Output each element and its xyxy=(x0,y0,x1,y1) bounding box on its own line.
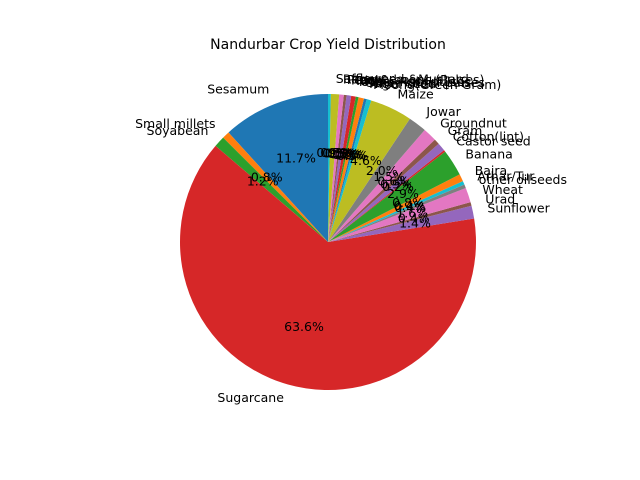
chart-title: Nandurbar Crop Yield Distribution xyxy=(210,37,446,53)
pie-slice xyxy=(179,145,476,390)
slice-percent-label: 0.5% xyxy=(325,146,357,161)
slice-percent-label: 0.9% xyxy=(380,176,412,191)
slice-percent-label: 0.3% xyxy=(335,148,367,163)
slice-percent-label: 0.4% xyxy=(398,211,430,226)
slice-percent-label: 0.9% xyxy=(316,145,348,160)
slice-percent-label: 0.5% xyxy=(327,146,359,161)
pie-slice xyxy=(328,98,367,242)
slice-percent-label: 0.5% xyxy=(320,145,352,160)
pie-slice xyxy=(215,137,328,242)
slice-percent-label: 0.4% xyxy=(394,200,426,215)
slice-percent-label: 0.3% xyxy=(330,146,362,161)
pie-slice xyxy=(223,132,328,242)
slice-percent-label: 0.8% xyxy=(392,195,424,210)
slice-label: Gram xyxy=(448,123,483,138)
pie-slice xyxy=(328,96,359,242)
pie-slices xyxy=(179,94,476,390)
slice-label: Maize xyxy=(398,86,434,101)
slice-label: Jowar xyxy=(425,104,461,119)
slice-label: Arhar/Tur xyxy=(477,168,535,183)
slice-percent-labels: 11.7%0.8%1.2%63.6%1.4%0.4%1.6%0.4%0.4%0.… xyxy=(247,145,431,334)
slice-percent-label: 1.6% xyxy=(396,205,428,220)
pie-slice xyxy=(328,118,425,242)
slice-label: Peas & beans (Pulses) xyxy=(347,72,485,87)
pie-slice xyxy=(328,99,372,243)
pie-slice xyxy=(328,139,439,242)
slice-label: Niger seed xyxy=(369,76,436,91)
slice-label: Safflower xyxy=(336,71,395,86)
pie-slice xyxy=(328,143,445,242)
slice-label: Urad xyxy=(485,192,515,207)
slice-percent-label: 1.5% xyxy=(373,169,405,184)
slice-percent-label: 0.6% xyxy=(332,147,364,162)
slice-percent-label: 1.4% xyxy=(399,216,431,231)
pie-slice xyxy=(328,94,347,242)
pie-slice xyxy=(328,188,471,242)
slice-label: Cotton(lint) xyxy=(453,129,524,144)
slice-label: Soyabean xyxy=(147,123,209,138)
slice-label: Wheat xyxy=(482,182,523,197)
slice-percent-label: 4.6% xyxy=(350,153,382,168)
slice-label: Castor seed xyxy=(456,133,530,148)
slice-percent-label: 2.0% xyxy=(366,163,398,178)
slice-percent-label: 0.2% xyxy=(382,179,414,194)
pie-slice xyxy=(328,129,435,242)
pie-slice xyxy=(328,181,465,242)
slice-label: Banana xyxy=(465,146,512,161)
slice-label: Other Rabi pulses xyxy=(360,74,471,89)
slice-label: Sunflower xyxy=(487,201,550,216)
slice-label: Ragi xyxy=(351,72,378,87)
pie-slice xyxy=(328,100,410,242)
slice-label: Moong(Green Gram) xyxy=(373,77,501,92)
pie-slice xyxy=(328,205,475,242)
slice-label: Sugarcane xyxy=(217,390,284,405)
slice-percent-label: 0.3% xyxy=(322,145,354,160)
pie-slice xyxy=(328,95,356,242)
slice-label: other oilseeds xyxy=(479,172,567,187)
pie-slice xyxy=(328,94,331,242)
slice-percent-label: 63.6% xyxy=(284,319,324,334)
slice-percent-label: 0.4% xyxy=(394,198,426,213)
slice-label: Rice xyxy=(356,73,383,88)
pie-slice xyxy=(328,174,463,242)
pie-slice xyxy=(228,94,328,242)
pie-slice xyxy=(328,94,344,242)
slice-percent-label: 0.6% xyxy=(377,173,409,188)
slice-label: Sesamum xyxy=(207,82,269,97)
pie-slice xyxy=(328,184,466,242)
slice-label: Other Kharif pulses xyxy=(365,75,485,90)
slice-percent-label: 0.8% xyxy=(251,169,283,184)
pie-slice xyxy=(328,94,340,242)
pie-slice xyxy=(328,202,472,242)
slice-label: Groundnut xyxy=(440,115,507,130)
slice-label: Rapeseed &Mustard xyxy=(343,71,469,86)
slice-label: Bajra xyxy=(475,163,508,178)
pie-slice xyxy=(328,150,446,242)
slice-percent-label: 0.5% xyxy=(337,148,369,163)
pie-slice xyxy=(328,95,352,242)
pie-slice xyxy=(328,97,365,242)
slice-percent-label: 2.9% xyxy=(387,186,419,201)
slice-percent-label: 11.7% xyxy=(276,151,316,166)
slice-percent-label: 1.2% xyxy=(247,173,279,188)
slice-label: Small millets xyxy=(135,116,215,131)
pie-slice xyxy=(328,151,460,242)
